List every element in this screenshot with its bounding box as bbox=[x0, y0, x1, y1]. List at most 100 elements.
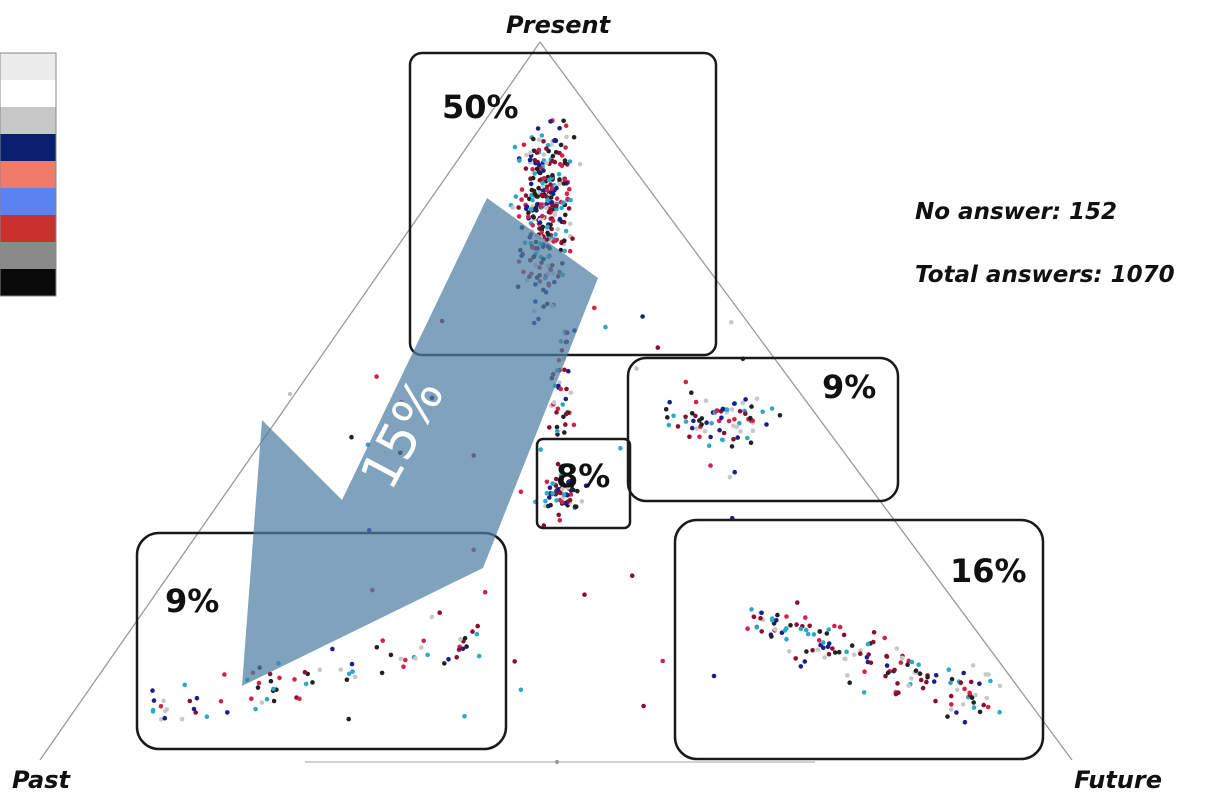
data-point bbox=[689, 411, 695, 416]
data-point bbox=[811, 632, 817, 637]
data-point bbox=[913, 668, 919, 673]
data-point bbox=[512, 144, 518, 150]
data-point bbox=[521, 142, 527, 148]
data-point bbox=[454, 655, 460, 660]
data-point bbox=[482, 589, 488, 595]
data-point bbox=[724, 407, 730, 412]
data-point bbox=[530, 167, 535, 172]
data-point bbox=[711, 673, 717, 679]
data-point bbox=[949, 676, 955, 682]
data-point bbox=[512, 659, 517, 664]
data-point bbox=[546, 148, 551, 154]
data-point bbox=[946, 667, 952, 672]
data-point bbox=[271, 686, 276, 692]
data-point bbox=[388, 652, 394, 658]
data-point bbox=[552, 138, 557, 143]
data-point bbox=[909, 659, 915, 665]
data-point bbox=[446, 657, 451, 662]
data-point bbox=[866, 652, 871, 657]
data-point bbox=[537, 220, 543, 225]
data-point bbox=[413, 656, 418, 661]
data-point bbox=[885, 670, 891, 676]
data-point bbox=[844, 649, 849, 655]
triangle-right-edge bbox=[539, 41, 1073, 761]
data-point bbox=[317, 667, 323, 673]
data-point bbox=[884, 663, 890, 668]
data-point bbox=[529, 192, 534, 198]
data-point bbox=[720, 437, 725, 443]
data-point bbox=[516, 205, 521, 210]
data-point bbox=[401, 664, 406, 669]
data-point bbox=[182, 682, 188, 688]
data-point bbox=[460, 646, 466, 652]
data-point bbox=[536, 137, 542, 143]
data-point bbox=[571, 422, 577, 428]
data-point bbox=[151, 698, 157, 703]
data-point bbox=[719, 415, 724, 421]
data-point bbox=[861, 690, 867, 695]
data-point bbox=[977, 709, 983, 715]
data-point bbox=[749, 404, 754, 409]
data-point bbox=[421, 638, 427, 644]
data-point bbox=[634, 366, 639, 371]
data-point bbox=[743, 397, 748, 402]
data-point bbox=[702, 429, 708, 434]
data-point bbox=[150, 688, 155, 693]
data-point bbox=[784, 614, 789, 619]
data-point bbox=[249, 696, 254, 701]
data-point bbox=[836, 649, 842, 655]
data-point bbox=[530, 223, 535, 228]
data-point bbox=[830, 646, 835, 651]
data-point bbox=[731, 436, 736, 442]
data-point bbox=[346, 671, 352, 677]
data-point bbox=[671, 413, 676, 419]
data-point bbox=[697, 434, 702, 440]
data-point bbox=[689, 425, 695, 431]
data-point bbox=[804, 649, 809, 654]
data-point bbox=[720, 406, 726, 412]
data-point bbox=[533, 205, 539, 211]
data-point bbox=[759, 610, 764, 616]
data-point bbox=[562, 430, 567, 435]
data-point bbox=[550, 481, 555, 486]
data-point bbox=[641, 703, 646, 709]
data-point bbox=[571, 487, 576, 493]
data-point bbox=[548, 190, 554, 195]
data-point bbox=[802, 659, 808, 664]
data-point bbox=[666, 422, 672, 428]
data-point bbox=[750, 428, 756, 434]
data-point bbox=[948, 680, 953, 686]
data-point bbox=[475, 623, 481, 629]
data-point bbox=[743, 411, 748, 417]
data-point bbox=[683, 414, 688, 420]
data-point bbox=[516, 214, 522, 219]
data-point bbox=[271, 698, 277, 704]
data-point bbox=[530, 214, 536, 219]
data-point bbox=[559, 205, 564, 211]
data-point bbox=[530, 175, 536, 181]
triangle-left-edge bbox=[39, 41, 541, 761]
data-point bbox=[561, 118, 566, 124]
data-point bbox=[559, 153, 565, 158]
data-point bbox=[749, 607, 754, 612]
data-point bbox=[161, 698, 166, 704]
data-point bbox=[538, 447, 543, 452]
data-point bbox=[545, 224, 550, 230]
data-point bbox=[553, 476, 559, 482]
data-point bbox=[735, 435, 740, 440]
data-point bbox=[532, 191, 538, 197]
data-point bbox=[592, 305, 597, 311]
data-point bbox=[194, 695, 200, 701]
data-point bbox=[419, 645, 424, 650]
data-point bbox=[193, 710, 198, 715]
data-point bbox=[546, 177, 552, 183]
data-point bbox=[565, 485, 571, 490]
data-point bbox=[573, 504, 579, 510]
data-point bbox=[868, 660, 874, 666]
data-point bbox=[150, 709, 156, 714]
data-point bbox=[550, 491, 555, 496]
legend-swatch bbox=[0, 215, 56, 242]
data-point bbox=[973, 692, 978, 698]
data-point bbox=[442, 661, 447, 666]
data-point bbox=[777, 413, 783, 418]
